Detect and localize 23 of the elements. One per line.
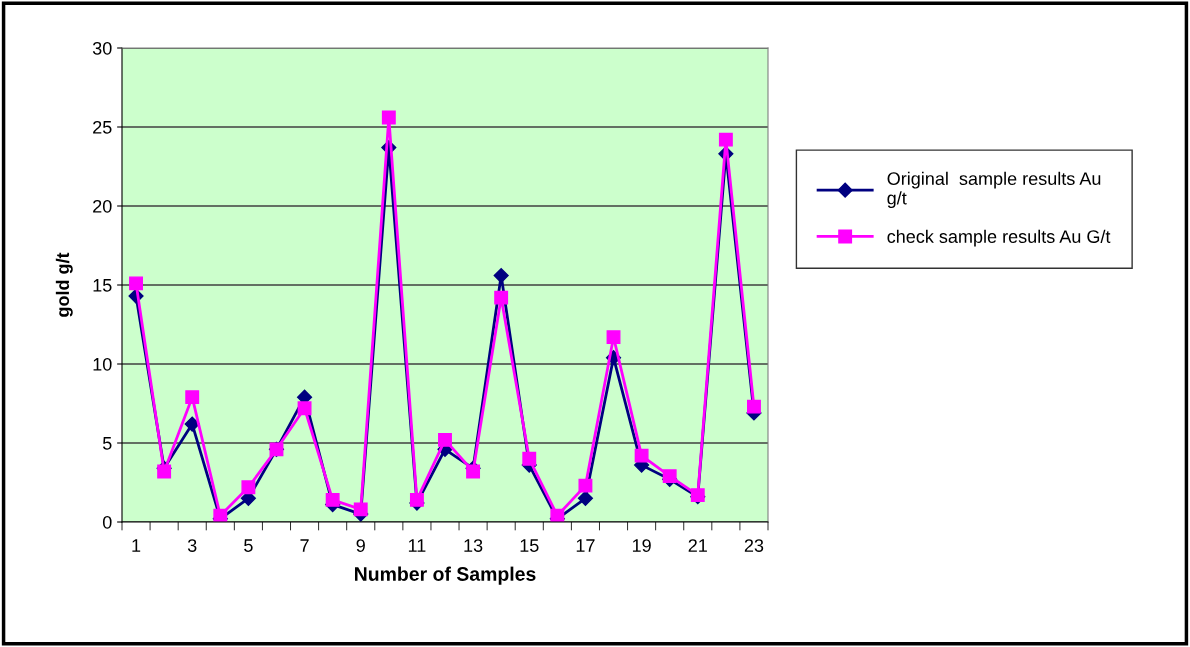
x-tick-label: 5: [244, 539, 253, 552]
x-tick-label: 19: [632, 539, 651, 552]
y-tick-label: 10: [93, 357, 112, 371]
legend-label: check sample results Au G/t: [887, 229, 1111, 247]
y-tick-label: 15: [93, 279, 112, 292]
y-tick-label: 5: [102, 437, 112, 450]
x-tick-label: 1: [132, 539, 141, 552]
y-tick-label: 0: [102, 515, 112, 529]
legend-label: Original sample results Au g/t: [887, 171, 1101, 209]
y-axis-title: gold g/t: [55, 252, 73, 317]
x-tick-label: 3: [187, 539, 197, 552]
x-tick-label: 13: [464, 539, 483, 552]
y-tick-label: 30: [92, 41, 112, 55]
x-tick-label: 23: [744, 539, 764, 552]
x-tick-label: 9: [356, 539, 365, 552]
x-tick-label: 17: [576, 539, 595, 552]
y-tick-label: 25: [93, 120, 112, 134]
x-tick-label: 7: [300, 539, 309, 552]
x-tick-label: 15: [520, 539, 539, 552]
x-tick-label: 11: [408, 539, 426, 552]
x-tick-label: 21: [688, 539, 707, 552]
x-axis-title: Number of Samples: [355, 566, 536, 585]
y-tick-label: 20: [93, 199, 112, 213]
